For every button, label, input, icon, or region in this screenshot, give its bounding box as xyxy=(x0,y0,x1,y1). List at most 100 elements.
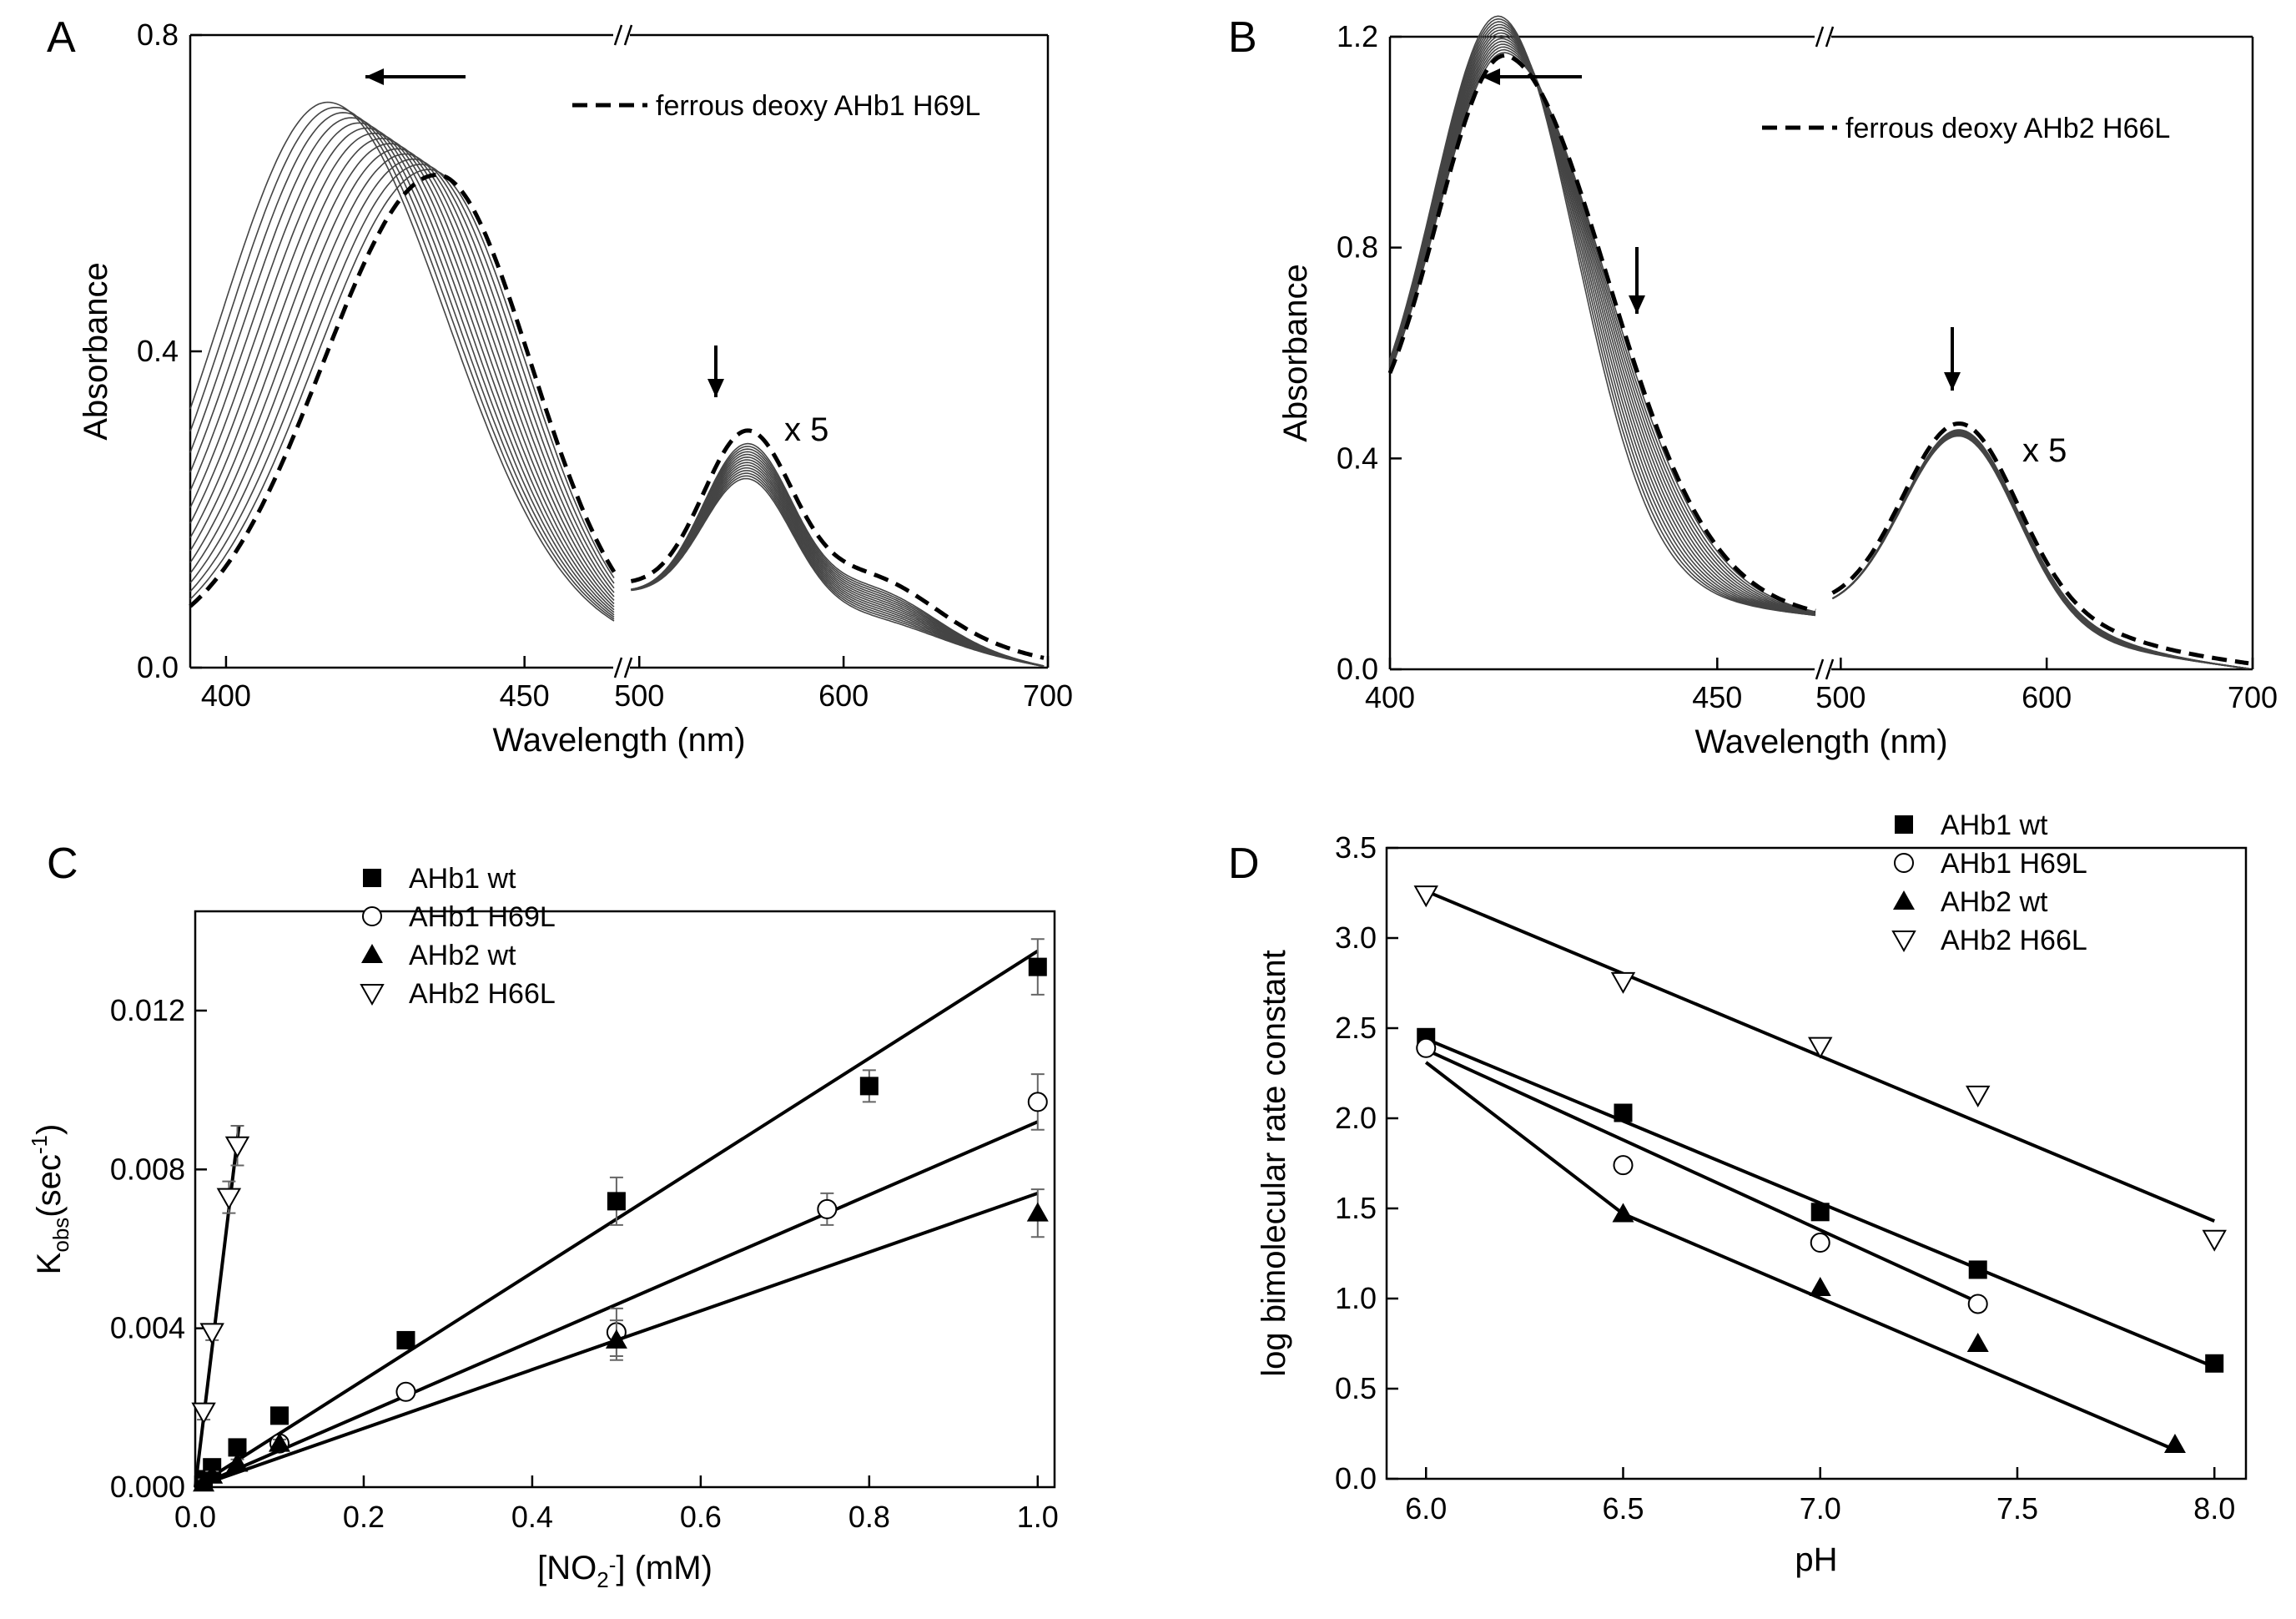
data-point xyxy=(268,1432,290,1452)
soret-trace-3 xyxy=(1389,46,1816,614)
y-tick-label: 0.8 xyxy=(137,18,179,52)
data-point xyxy=(201,1464,224,1484)
data-point xyxy=(396,1330,415,1349)
soret-trace-13 xyxy=(1389,18,1816,617)
axis-break-mark xyxy=(623,657,633,678)
data-point xyxy=(817,1198,838,1219)
x-tick-label: 6.5 xyxy=(1602,1491,1644,1526)
legend-marker xyxy=(1895,815,1913,834)
legend-marker xyxy=(1891,931,1916,953)
x-axis-label-part: [NO xyxy=(537,1550,597,1586)
x-axis-label: [NO2-] (mM) xyxy=(537,1550,712,1592)
data-point xyxy=(859,1077,879,1096)
data-point xyxy=(1810,1203,1830,1222)
arrow-3-head xyxy=(1944,372,1961,391)
x-axis-label-part: - xyxy=(609,1552,617,1577)
visible-trace-10 xyxy=(1832,433,2249,669)
y-tick-label: 3.0 xyxy=(1335,920,1377,955)
fit-line-ahb2-wt xyxy=(1424,1061,2176,1452)
y-axis-label: Absorbance xyxy=(1277,264,1314,441)
x-tick-label: 6.0 xyxy=(1405,1491,1447,1526)
x-tick-label: 400 xyxy=(201,678,251,713)
arrow-2-head xyxy=(707,379,724,397)
y-axis-label: log bimolecular rate constant xyxy=(1256,950,1292,1376)
x-tick-label: 450 xyxy=(1692,680,1742,714)
data-point xyxy=(1808,1036,1833,1059)
legend-marker xyxy=(361,944,383,963)
soret-trace-7 xyxy=(189,138,615,605)
y-axis-label-part: -1 xyxy=(27,1135,52,1154)
data-point xyxy=(1809,1277,1831,1297)
legend-marker xyxy=(1893,890,1915,910)
y-tick-label: 1.0 xyxy=(1335,1281,1377,1315)
x-tick-label: 8.0 xyxy=(2193,1491,2235,1526)
visible-trace-13 xyxy=(1832,435,2249,669)
visible-trace-14 xyxy=(1832,435,2249,670)
axis-break-mark xyxy=(1815,658,1825,680)
axis-break-mark xyxy=(623,24,633,46)
legend-label: AHb2 wt xyxy=(409,940,516,971)
data-point xyxy=(269,1406,289,1425)
soret-trace-6 xyxy=(1389,38,1816,615)
dashed-deoxy-visible xyxy=(1831,421,2249,666)
panel-b-spectra: 0.0 0.4 0.8 1.2 400 450 500 600 700 Wavelength (n… xyxy=(1228,13,2278,760)
y-tick-label: 0.4 xyxy=(1337,441,1378,475)
soret-trace-9 xyxy=(189,127,615,611)
data-point xyxy=(1968,1260,1987,1279)
soret-trace-1 xyxy=(189,169,615,600)
soret-trace-14 xyxy=(189,101,615,622)
visible-trace-6 xyxy=(631,456,1045,667)
axis-break-mark xyxy=(613,657,623,678)
data-point xyxy=(1416,1037,1437,1058)
soret-trace-2 xyxy=(189,164,615,593)
x-tick-label: 700 xyxy=(1023,678,1073,713)
visible-trace-12 xyxy=(1832,434,2249,669)
soret-trace-4 xyxy=(1389,43,1816,614)
soret-trace-10 xyxy=(1389,26,1816,616)
data-point xyxy=(216,1188,242,1210)
legend-label: AHb2 H66L xyxy=(409,978,556,1010)
visible-trace-5 xyxy=(631,453,1045,667)
x-tick-label: 0.2 xyxy=(343,1500,385,1534)
y-axis-label-part: obs xyxy=(48,1218,73,1253)
x-axis-label-part: ] (mM) xyxy=(616,1550,712,1586)
y-axis-label-part: K xyxy=(31,1252,68,1274)
panel-d-ph-plot: 6.0 6.5 7.0 7.5 8.0 0.0 0.5 1.0 1.5 2.0 2.5 3.0 3.5 D… xyxy=(1228,810,2248,1578)
fit-line-ahb2-h66l xyxy=(194,1125,241,1488)
x-tick-label: 0.6 xyxy=(680,1500,722,1534)
y-tick-label: 0.008 xyxy=(110,1152,185,1186)
x-tick-label: 500 xyxy=(614,678,664,713)
data-point xyxy=(607,1192,626,1211)
legend-label: AHb2 H66L xyxy=(1941,925,2087,956)
axis-break-mark xyxy=(1825,658,1835,680)
soret-trace-1 xyxy=(1389,52,1816,613)
data-point xyxy=(395,1381,416,1402)
data-point xyxy=(605,1329,627,1349)
axis-break-mark xyxy=(1815,26,1825,48)
y-axis-label-part: (sec xyxy=(31,1154,68,1218)
y-tick-label: 0.004 xyxy=(110,1311,185,1345)
y-tick-label: 1.2 xyxy=(1337,19,1378,53)
legend-label: AHb1 H69L xyxy=(1941,848,2087,880)
x-tick-label: 0.0 xyxy=(174,1500,216,1534)
x-axis-label: Wavelength (nm) xyxy=(1694,724,1947,760)
arrow-1-head xyxy=(365,68,384,85)
y-tick-label: 1.5 xyxy=(1335,1191,1377,1225)
panel-label: A xyxy=(47,13,76,62)
x-tick-label: 7.5 xyxy=(1996,1491,2038,1526)
soret-trace-13 xyxy=(189,107,615,620)
soret-trace-6 xyxy=(189,143,615,601)
x-tick-label: 7.0 xyxy=(1800,1491,1841,1526)
arrow-2-head xyxy=(1629,295,1645,314)
x-axis-label: Wavelength (nm) xyxy=(492,722,745,759)
y-axis-label: Absorbance xyxy=(78,262,114,440)
y-tick-label: 0.8 xyxy=(1337,230,1378,265)
x-tick-label: 0.8 xyxy=(848,1500,890,1534)
panel-a-spectra: 0.0 0.4 0.8 400 450 500 600 700 Wavelength (nm) A… xyxy=(47,13,1073,759)
scale-note: x 5 xyxy=(784,411,828,448)
x-axis-label: pH xyxy=(1795,1541,1837,1578)
axis-break-mark xyxy=(1825,26,1835,48)
data-point xyxy=(1027,1092,1048,1112)
soret-trace-14 xyxy=(1389,15,1816,617)
